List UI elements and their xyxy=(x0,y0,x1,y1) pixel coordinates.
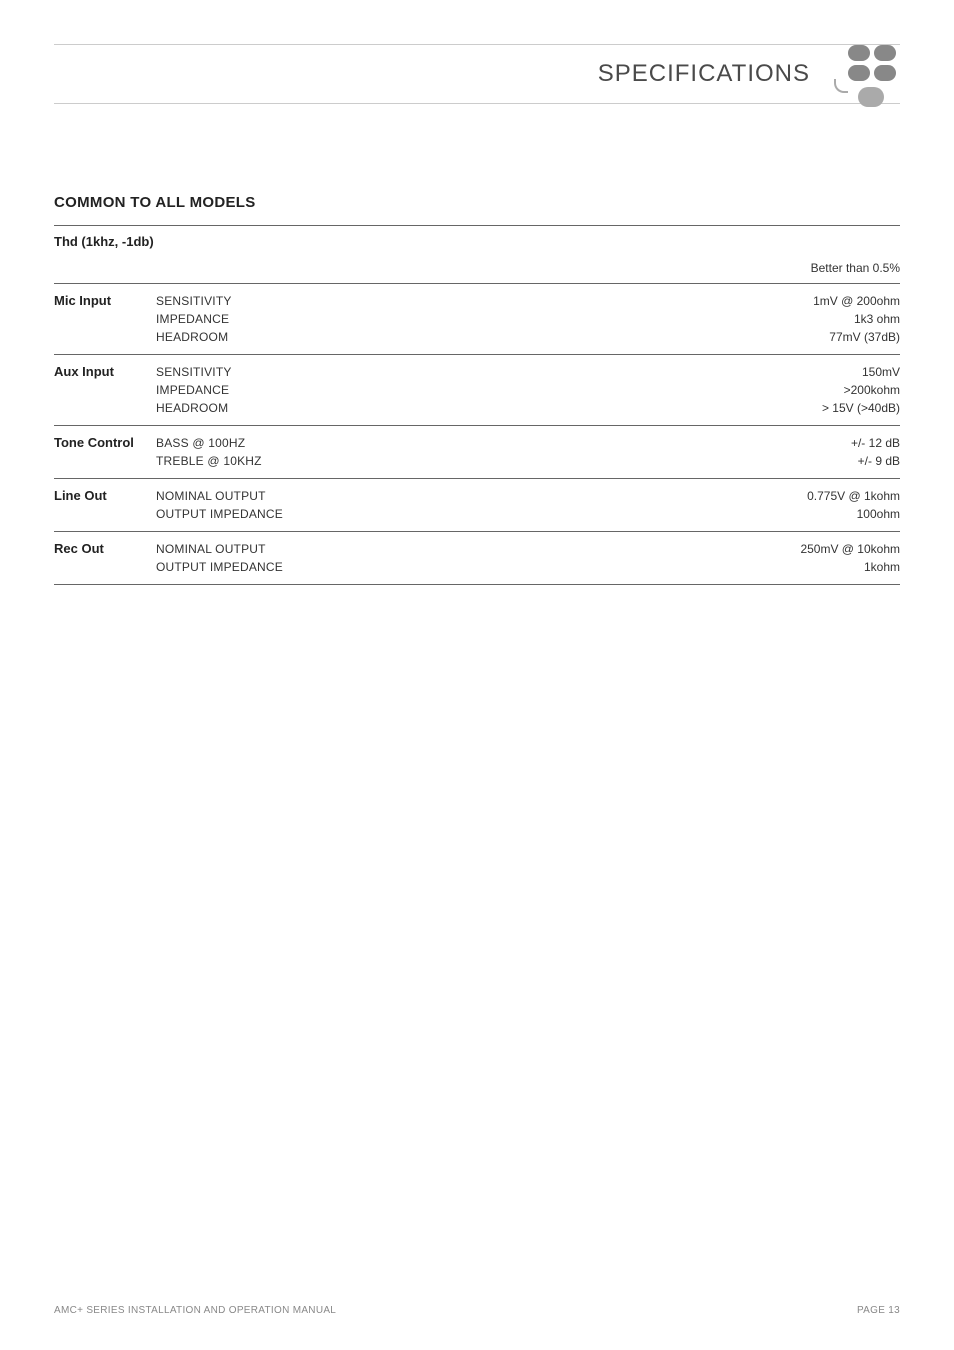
spec-row: BASS @ 100HZ +/- 12 dB xyxy=(156,434,900,452)
spec-block: Line OutNOMINAL OUTPUT0.775V @ 1kohmOUTP… xyxy=(54,479,900,532)
spec-value: 100ohm xyxy=(857,505,900,523)
spec-param: NOMINAL OUTPUT xyxy=(156,540,266,558)
spec-block-label: Mic Input xyxy=(54,292,156,346)
spec-block-label: Aux Input xyxy=(54,363,156,417)
spec-row: OUTPUT IMPEDANCE 100ohm xyxy=(156,505,900,523)
spec-row: OUTPUT IMPEDANCE 1kohm xyxy=(156,558,900,576)
spec-row: IMPEDANCE >200kohm xyxy=(156,381,900,399)
spec-param: IMPEDANCE xyxy=(156,381,229,399)
spec-rows: SENSITIVITY150mVIMPEDANCE>200kohmHEADROO… xyxy=(156,363,900,417)
spec-block-label: Rec Out xyxy=(54,540,156,576)
spec-block-label: Line Out xyxy=(54,487,156,523)
logo-glyph-icon xyxy=(826,39,906,111)
spec-value: 77mV (37dB) xyxy=(829,328,900,346)
spec-param: OUTPUT IMPEDANCE xyxy=(156,558,283,576)
spec-rows: BASS @ 100HZ +/- 12 dB TREBLE @ 10KHZ +/- 9… xyxy=(156,434,900,470)
spec-value: > 15V (>40dB) xyxy=(822,399,900,417)
spec-param: NOMINAL OUTPUT xyxy=(156,487,266,505)
section-heading: COMMON TO ALL MODELS xyxy=(54,194,900,211)
spec-param: IMPEDANCE xyxy=(156,310,229,328)
spec-value: 1kohm xyxy=(864,558,900,576)
spec-rows: NOMINAL OUTPUT250mV @ 10kohmOUTPUT IMPED… xyxy=(156,540,900,576)
spec-block: Mic InputSENSITIVITY1mV @ 200ohmIMPEDANC… xyxy=(54,284,900,355)
page: SPECIFICATIONS COMMON TO ALL MODELS Thd … xyxy=(0,0,954,1350)
footer-left: AMC+ SERIES INSTALLATION AND OPERATION M… xyxy=(54,1305,336,1316)
spec-block: Rec OutNOMINAL OUTPUT250mV @ 10kohmOUTPU… xyxy=(54,532,900,585)
header-bar: SPECIFICATIONS xyxy=(54,44,900,104)
spec-row: NOMINAL OUTPUT 250mV @ 10kohm xyxy=(156,540,900,558)
footer-right: PAGE 13 xyxy=(857,1305,900,1316)
spec-block: Tone ControlBASS @ 100HZ+/- 12 dBTREBLE … xyxy=(54,426,900,479)
spec-row: IMPEDANCE 1k3 ohm xyxy=(156,310,900,328)
spec-row: HEADROOM 77mV (37dB) xyxy=(156,328,900,346)
spec-rows: NOMINAL OUTPUT0.775V @ 1kohmOUTPUT IMPED… xyxy=(156,487,900,523)
spec-block: Aux InputSENSITIVITY 150mV IMPEDANCE >200ko… xyxy=(54,355,900,426)
thd-label: Thd (1khz, -1db) xyxy=(54,225,900,255)
spec-value: 1mV @ 200ohm xyxy=(813,292,900,310)
specifications-section: COMMON TO ALL MODELS Thd (1khz, -1db) Be… xyxy=(54,194,900,585)
spec-row: SENSITIVITY 150mV xyxy=(156,363,900,381)
spec-block-label: Tone Control xyxy=(54,434,156,470)
page-footer: AMC+ SERIES INSTALLATION AND OPERATION M… xyxy=(54,1305,900,1316)
spec-param: HEADROOM xyxy=(156,399,228,417)
spec-value: +/- 9 dB xyxy=(858,452,900,470)
spec-param: BASS @ 100HZ xyxy=(156,434,245,452)
spec-param: TREBLE @ 10KHZ xyxy=(156,452,262,470)
spec-value: 150mV xyxy=(862,363,900,381)
thd-value: Better than 0.5% xyxy=(811,261,900,275)
spec-value: 250mV @ 10kohm xyxy=(800,540,900,558)
spec-param: SENSITIVITY xyxy=(156,363,232,381)
spec-row: NOMINAL OUTPUT 0.775V @ 1kohm xyxy=(156,487,900,505)
spec-value: 0.775V @ 1kohm xyxy=(807,487,900,505)
spec-blocks: Mic InputSENSITIVITY1mV @ 200ohmIMPEDANC… xyxy=(54,284,900,585)
spec-rows: SENSITIVITY1mV @ 200ohmIMPEDANCE1k3 ohmH… xyxy=(156,292,900,346)
spec-row: HEADROOM > 15V (>40dB) xyxy=(156,399,900,417)
spec-param: HEADROOM xyxy=(156,328,228,346)
spec-value: >200kohm xyxy=(844,381,900,399)
thd-row: Better than 0.5% xyxy=(54,255,900,284)
spec-param: SENSITIVITY xyxy=(156,292,232,310)
spec-row: SENSITIVITY 1mV @ 200ohm xyxy=(156,292,900,310)
spec-row: TREBLE @ 10KHZ +/- 9 dB xyxy=(156,452,900,470)
page-title: SPECIFICATIONS xyxy=(598,60,810,88)
spec-value: 1k3 ohm xyxy=(854,310,900,328)
spec-value: +/- 12 dB xyxy=(851,434,900,452)
spec-param: OUTPUT IMPEDANCE xyxy=(156,505,283,523)
